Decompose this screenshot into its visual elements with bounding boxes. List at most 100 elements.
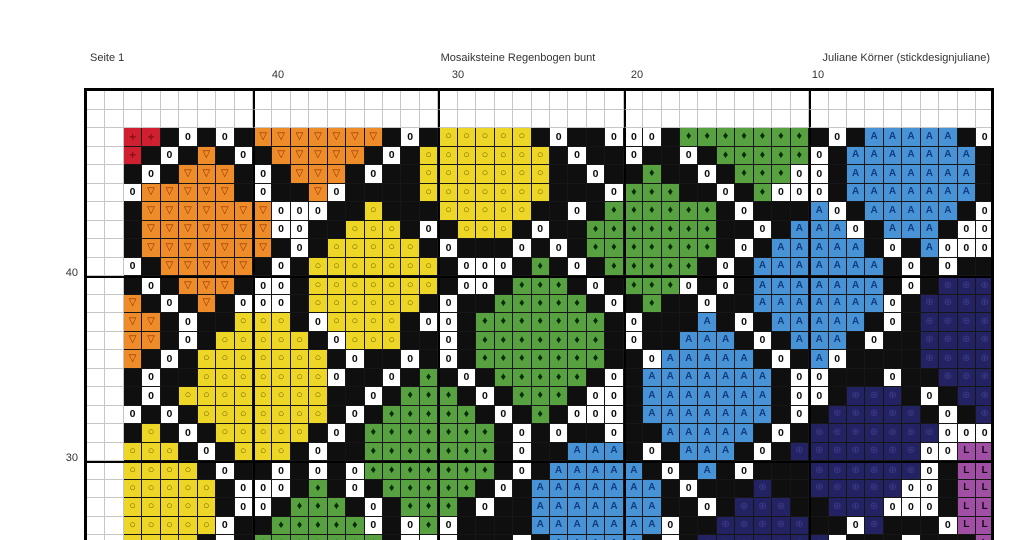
black-stitch <box>865 220 884 239</box>
blue-letter-a-stitch: A <box>902 128 921 147</box>
black-stitch <box>438 278 458 295</box>
blue-letter-a-stitch: A <box>865 128 884 147</box>
yellow-ring-stitch: ○ <box>309 257 328 276</box>
orange-triangle-stitch: ▽ <box>160 239 180 258</box>
yellow-ring-stitch: ○ <box>457 146 477 165</box>
green-diamond-stitch: ♦ <box>586 239 606 258</box>
empty-margin-cell <box>105 368 124 387</box>
blue-letter-a-stitch: A <box>549 463 569 480</box>
white-zero-stitch: 0 <box>160 146 180 165</box>
yellow-ring-stitch: ○ <box>401 239 420 258</box>
green-diamond-stitch: ♦ <box>438 498 458 517</box>
green-diamond-stitch: ♦ <box>252 535 273 540</box>
yellow-ring-stitch: ○ <box>346 257 365 276</box>
orange-triangle-stitch: ▽ <box>309 128 328 147</box>
white-zero-stitch: 0 <box>438 350 458 369</box>
empty-margin-cell <box>735 91 754 110</box>
blue-letter-a-stitch: A <box>828 294 847 313</box>
black-stitch <box>123 165 143 184</box>
yellow-ring-stitch: ○ <box>476 183 495 202</box>
black-stitch <box>383 183 402 202</box>
yellow-ring-stitch: ○ <box>531 146 550 165</box>
black-stitch <box>846 350 866 369</box>
black-stitch <box>457 350 477 369</box>
black-stitch <box>494 387 514 406</box>
blue-letter-a-stitch: A <box>623 535 644 540</box>
orange-triangle-stitch: ▽ <box>123 331 143 350</box>
navy-circled-stitch: ⊕ <box>828 463 847 480</box>
white-zero-stitch: 0 <box>494 405 514 424</box>
black-stitch <box>976 146 991 165</box>
empty-margin-cell <box>123 109 143 128</box>
green-diamond-stitch: ♦ <box>457 479 477 498</box>
yellow-ring-stitch: ○ <box>419 165 439 184</box>
yellow-ring-stitch: ○ <box>383 239 402 258</box>
empty-margin-cell <box>272 91 291 110</box>
orange-triangle-stitch: ▽ <box>234 202 253 221</box>
blue-letter-a-stitch: A <box>772 313 791 332</box>
yellow-ring-stitch: ○ <box>272 331 291 350</box>
yellow-ring-stitch: ○ <box>252 350 273 369</box>
black-stitch <box>772 368 791 387</box>
white-zero-stitch: 0 <box>586 165 606 184</box>
black-stitch <box>383 498 402 517</box>
green-diamond-stitch: ♦ <box>401 479 420 498</box>
white-zero-stitch: 0 <box>346 479 365 498</box>
white-zero-stitch: 0 <box>494 479 514 498</box>
orange-triangle-stitch: ▽ <box>160 257 180 276</box>
yellow-ring-stitch: ○ <box>364 294 383 313</box>
black-stitch <box>476 479 495 498</box>
yellow-ring-stitch: ○ <box>383 220 402 239</box>
white-zero-stitch: 0 <box>809 146 829 165</box>
black-stitch <box>735 479 754 498</box>
green-diamond-stitch: ♦ <box>401 463 420 480</box>
white-zero-stitch: 0 <box>605 128 624 147</box>
empty-margin-cell <box>105 331 124 350</box>
yellow-ring-stitch: ○ <box>364 202 383 221</box>
empty-margin-cell <box>105 442 124 461</box>
black-stitch <box>346 498 365 517</box>
black-stitch <box>419 331 439 350</box>
blue-letter-a-stitch: A <box>680 350 699 369</box>
navy-circled-stitch: ⊕ <box>920 424 940 443</box>
navy-circled-stitch: ⊕ <box>809 479 829 498</box>
yellow-ring-stitch: ○ <box>383 294 402 313</box>
white-zero-stitch: 0 <box>123 405 143 424</box>
orange-triangle-stitch: ▽ <box>309 183 328 202</box>
blue-letter-a-stitch: A <box>735 387 754 406</box>
black-stitch <box>643 535 662 540</box>
black-stitch <box>939 387 958 406</box>
white-zero-stitch: 0 <box>920 442 940 461</box>
navy-circled-stitch: ⊕ <box>828 405 847 424</box>
white-zero-stitch: 0 <box>438 516 458 535</box>
white-zero-stitch: 0 <box>586 405 606 424</box>
yellow-ring-stitch: ○ <box>309 350 328 369</box>
white-zero-stitch: 0 <box>957 424 976 443</box>
blue-letter-a-stitch: A <box>735 368 754 387</box>
white-zero-stitch: 0 <box>790 387 810 406</box>
black-stitch <box>457 535 477 540</box>
blue-letter-a-stitch: A <box>809 257 829 276</box>
blue-letter-a-stitch: A <box>716 405 736 424</box>
yellow-ring-stitch: ○ <box>438 128 458 147</box>
white-zero-stitch: 0 <box>364 498 383 517</box>
navy-circled-stitch: ⊕ <box>883 387 903 406</box>
empty-margin-cell <box>939 91 958 110</box>
blue-letter-a-stitch: A <box>605 442 624 461</box>
green-diamond-stitch: ♦ <box>438 442 458 461</box>
blue-letter-a-stitch: A <box>846 239 866 258</box>
white-zero-stitch: 0 <box>346 350 365 369</box>
black-stitch <box>401 202 420 221</box>
empty-margin-cell <box>87 220 106 239</box>
green-diamond-stitch: ♦ <box>790 128 810 147</box>
blue-letter-a-stitch: A <box>753 294 773 313</box>
blue-letter-a-stitch: A <box>846 183 866 202</box>
black-stitch <box>605 331 624 350</box>
yellow-ring-stitch: ○ <box>123 463 143 480</box>
orange-triangle-stitch: ▽ <box>216 165 235 184</box>
designer-credit: Juliane Körner (stickdesignjuliane) <box>822 52 990 64</box>
blue-letter-a-stitch: A <box>698 350 717 369</box>
empty-margin-cell <box>513 109 532 128</box>
white-zero-stitch: 0 <box>586 387 606 406</box>
black-stitch <box>123 239 143 258</box>
